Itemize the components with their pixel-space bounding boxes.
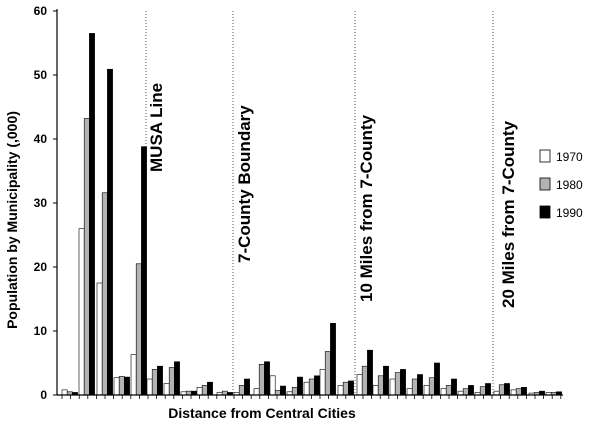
bar-1980-22 [428, 377, 435, 396]
bar-1970-6 [146, 378, 153, 396]
y-tick-label-50: 50 [34, 68, 48, 82]
bar-1990-17 [348, 380, 354, 396]
bar-1970-4 [113, 377, 120, 396]
bar-1970-20 [389, 378, 396, 396]
legend-label-1970: 1970 [556, 150, 583, 164]
bar-1990-5 [141, 146, 147, 396]
bar-1980-21 [411, 378, 418, 396]
bar-1970-21 [406, 388, 413, 396]
boundary-dividers [145, 11, 494, 395]
bar-1990-19 [383, 365, 389, 396]
bar-1970-1 [61, 389, 68, 396]
bar-1990-12 [264, 361, 270, 396]
x-axis-title: Distance from Central Cities [168, 405, 356, 421]
bar-1970-3 [96, 282, 103, 396]
bar-1980-7 [168, 367, 175, 396]
bar-1970-27 [510, 389, 517, 396]
bar-1990-2 [89, 33, 95, 396]
bar-1990-3 [107, 68, 113, 396]
legend-swatch-1980 [539, 177, 551, 191]
bar-1990-27 [521, 387, 527, 396]
y-tick-label-30: 30 [34, 196, 48, 210]
y-tick-label-10: 10 [34, 324, 48, 338]
bar-series-group [61, 33, 562, 396]
bar-1990-21 [417, 374, 423, 396]
bar-1990-4 [124, 376, 130, 396]
bar-1980-27 [515, 388, 522, 396]
y-tick-label-20: 20 [34, 260, 48, 274]
bar-1980-14 [291, 387, 298, 396]
annotation-3: 10 Miles from 7-County [357, 114, 376, 302]
bar-1990-14 [297, 376, 303, 396]
bar-1980-19 [377, 375, 384, 396]
bar-1970-18 [356, 374, 363, 396]
bar-1980-18 [361, 365, 368, 396]
bar-1990-11 [244, 378, 250, 396]
bar-1970-16 [319, 369, 326, 396]
bar-1970-23 [440, 388, 447, 396]
y-axis-title: Population by Municipality (,000) [4, 111, 20, 329]
bar-1980-25 [479, 386, 486, 396]
legend-label-1990: 1990 [556, 206, 583, 220]
bar-1990-13 [280, 385, 286, 396]
bar-1980-12 [258, 363, 265, 396]
bar-1990-15 [314, 375, 320, 396]
bar-1970-2 [78, 228, 85, 396]
bar-1990-18 [367, 349, 373, 396]
annotation-4: 20 Miles from 7-County [499, 120, 518, 308]
bar-1980-2 [83, 118, 90, 396]
bar-1980-23 [445, 385, 452, 396]
annotation-1: MUSA Line [147, 83, 166, 172]
bar-1980-4 [118, 376, 125, 396]
bar-1970-19 [372, 385, 379, 396]
annotation-2: 7-County Boundary [235, 105, 254, 263]
boundary-annotations: MUSA Line 7-County Boundary 10 Miles from … [147, 83, 518, 308]
chart-legend: 1970 1980 1990 [533, 141, 595, 233]
bar-1980-16 [324, 351, 331, 396]
bar-1990-24 [468, 385, 474, 396]
bar-1970-13 [269, 375, 276, 396]
bar-1980-6 [151, 369, 158, 396]
bar-1970-7 [163, 383, 170, 396]
bar-1980-13 [274, 390, 281, 396]
legend-swatch-1970 [539, 149, 551, 163]
bar-1980-3 [101, 192, 108, 396]
bar-1980-20 [394, 372, 401, 396]
bar-1990-16 [330, 323, 336, 396]
bar-1990-7 [174, 361, 180, 396]
bar-1980-17 [342, 381, 349, 396]
bar-1970-22 [423, 385, 430, 396]
bar-1990-23 [451, 378, 457, 396]
chart-axes: 0 10 20 30 40 50 60 [34, 4, 563, 402]
bar-1990-22 [434, 362, 440, 396]
bar-1990-20 [400, 369, 406, 396]
bar-1990-26 [504, 383, 510, 396]
bar-1980-15 [308, 378, 315, 396]
legend-label-1980: 1980 [556, 178, 583, 192]
bar-1970-17 [337, 385, 344, 396]
bar-1970-15 [303, 381, 310, 396]
bar-1970-5 [130, 354, 137, 396]
bar-1990-6 [157, 365, 163, 396]
bar-1970-9 [196, 387, 203, 396]
bar-1970-12 [253, 388, 260, 396]
bar-1980-5 [135, 263, 142, 396]
bar-1980-9 [201, 385, 208, 396]
y-tick-label-40: 40 [34, 132, 48, 146]
bar-1980-24 [462, 388, 469, 396]
bar-1990-25 [485, 383, 491, 396]
bar-1990-9 [207, 381, 213, 396]
legend-swatch-1990 [539, 205, 551, 219]
bar-1980-26 [498, 384, 505, 396]
y-tick-label-0: 0 [40, 388, 47, 402]
bar-1980-11 [238, 385, 245, 396]
y-tick-label-60: 60 [34, 4, 48, 18]
